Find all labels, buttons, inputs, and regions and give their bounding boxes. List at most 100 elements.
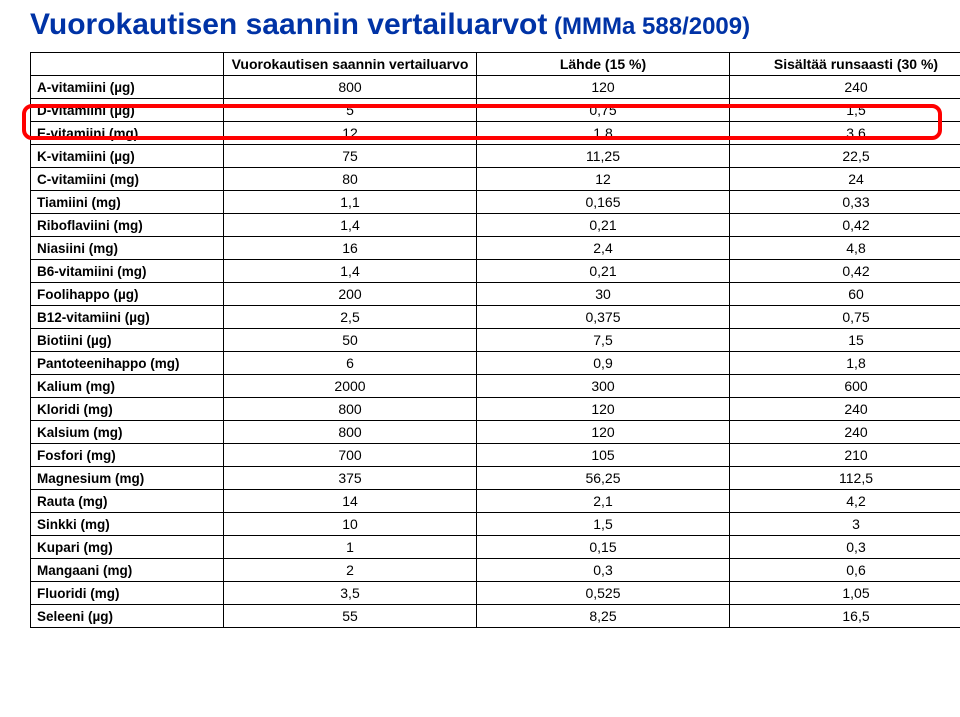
cell-value: 0,42	[730, 260, 960, 283]
row-label: Fluoridi (mg)	[31, 582, 224, 605]
table-row: Kalsium (mg)800120240	[31, 421, 960, 444]
header-col-3: Sisältää runsaasti (30 %)	[730, 53, 960, 76]
header-empty	[31, 53, 224, 76]
table-row: Sinkki (mg)101,53	[31, 513, 960, 536]
cell-value: 2,4	[477, 237, 730, 260]
row-label: K-vitamiini (µg)	[31, 145, 224, 168]
table-row: Kalium (mg)2000300600	[31, 375, 960, 398]
table-row: Riboflaviini (mg)1,40,210,42	[31, 214, 960, 237]
cell-value: 0,21	[477, 260, 730, 283]
cell-value: 600	[730, 375, 960, 398]
cell-value: 1,05	[730, 582, 960, 605]
table-row: Niasiini (mg)162,44,8	[31, 237, 960, 260]
cell-value: 10	[224, 513, 477, 536]
row-label: D-vitamiini (µg)	[31, 99, 224, 122]
row-label: B12-vitamiini (µg)	[31, 306, 224, 329]
cell-value: 75	[224, 145, 477, 168]
row-label: Mangaani (mg)	[31, 559, 224, 582]
row-label: Tiamiini (mg)	[31, 191, 224, 214]
cell-value: 800	[224, 76, 477, 99]
header-col-2: Lähde (15 %)	[477, 53, 730, 76]
row-label: Sinkki (mg)	[31, 513, 224, 536]
row-label: Kalsium (mg)	[31, 421, 224, 444]
header-row: Vuorokautisen saannin vertailuarvo Lähde…	[31, 53, 960, 76]
table-row: Biotiini (µg)507,515	[31, 329, 960, 352]
cell-value: 16	[224, 237, 477, 260]
cell-value: 11,25	[477, 145, 730, 168]
cell-value: 240	[730, 421, 960, 444]
row-label: Kloridi (mg)	[31, 398, 224, 421]
row-label: Foolihappo (µg)	[31, 283, 224, 306]
cell-value: 6	[224, 352, 477, 375]
title-sub: (MMMa 588/2009)	[547, 13, 750, 40]
cell-value: 12	[477, 168, 730, 191]
cell-value: 1,8	[730, 352, 960, 375]
cell-value: 4,2	[730, 490, 960, 513]
cell-value: 12	[224, 122, 477, 145]
table-row: Kupari (mg)10,150,3	[31, 536, 960, 559]
cell-value: 300	[477, 375, 730, 398]
table-row: Rauta (mg)142,14,2	[31, 490, 960, 513]
table-row: Foolihappo (µg)2003060	[31, 283, 960, 306]
cell-value: 120	[477, 76, 730, 99]
table-row: Magnesium (mg)37556,25112,5	[31, 467, 960, 490]
cell-value: 7,5	[477, 329, 730, 352]
table-row: Seleeni (µg)558,2516,5	[31, 605, 960, 628]
row-label: A-vitamiini (µg)	[31, 76, 224, 99]
row-label: Niasiini (mg)	[31, 237, 224, 260]
cell-value: 55	[224, 605, 477, 628]
cell-value: 8,25	[477, 605, 730, 628]
cell-value: 1,1	[224, 191, 477, 214]
cell-value: 2000	[224, 375, 477, 398]
cell-value: 0,165	[477, 191, 730, 214]
title-main: Vuorokautisen saannin vertailuarvot	[30, 8, 547, 41]
cell-value: 0,3	[730, 536, 960, 559]
cell-value: 60	[730, 283, 960, 306]
cell-value: 800	[224, 398, 477, 421]
cell-value: 3	[730, 513, 960, 536]
cell-value: 1,8	[477, 122, 730, 145]
cell-value: 700	[224, 444, 477, 467]
row-label: Magnesium (mg)	[31, 467, 224, 490]
cell-value: 375	[224, 467, 477, 490]
cell-value: 1,5	[477, 513, 730, 536]
cell-value: 0,525	[477, 582, 730, 605]
table-row: Tiamiini (mg)1,10,1650,33	[31, 191, 960, 214]
cell-value: 2	[224, 559, 477, 582]
cell-value: 0,9	[477, 352, 730, 375]
cell-value: 24	[730, 168, 960, 191]
table-row: Kloridi (mg)800120240	[31, 398, 960, 421]
table-row: C-vitamiini (mg)801224	[31, 168, 960, 191]
row-label: C-vitamiini (mg)	[31, 168, 224, 191]
cell-value: 0,33	[730, 191, 960, 214]
cell-value: 200	[224, 283, 477, 306]
table-row: E-vitamiini (mg)121,83,6	[31, 122, 960, 145]
cell-value: 0,21	[477, 214, 730, 237]
cell-value: 210	[730, 444, 960, 467]
cell-value: 30	[477, 283, 730, 306]
row-label: Fosfori (mg)	[31, 444, 224, 467]
cell-value: 15	[730, 329, 960, 352]
cell-value: 0,375	[477, 306, 730, 329]
cell-value: 3,6	[730, 122, 960, 145]
row-label: Rauta (mg)	[31, 490, 224, 513]
cell-value: 112,5	[730, 467, 960, 490]
cell-value: 2,5	[224, 306, 477, 329]
cell-value: 1,4	[224, 214, 477, 237]
cell-value: 16,5	[730, 605, 960, 628]
cell-value: 56,25	[477, 467, 730, 490]
table-row: Fosfori (mg)700105210	[31, 444, 960, 467]
table-container: Vuorokautisen saannin vertailuarvo Lähde…	[30, 52, 930, 628]
table-row: Mangaani (mg)20,30,6	[31, 559, 960, 582]
cell-value: 22,5	[730, 145, 960, 168]
cell-value: 120	[477, 398, 730, 421]
row-label: Kupari (mg)	[31, 536, 224, 559]
cell-value: 4,8	[730, 237, 960, 260]
cell-value: 0,42	[730, 214, 960, 237]
row-label: Biotiini (µg)	[31, 329, 224, 352]
cell-value: 50	[224, 329, 477, 352]
table-row: A-vitamiini (µg)800120240	[31, 76, 960, 99]
row-label: Kalium (mg)	[31, 375, 224, 398]
row-label: B6-vitamiini (mg)	[31, 260, 224, 283]
cell-value: 80	[224, 168, 477, 191]
